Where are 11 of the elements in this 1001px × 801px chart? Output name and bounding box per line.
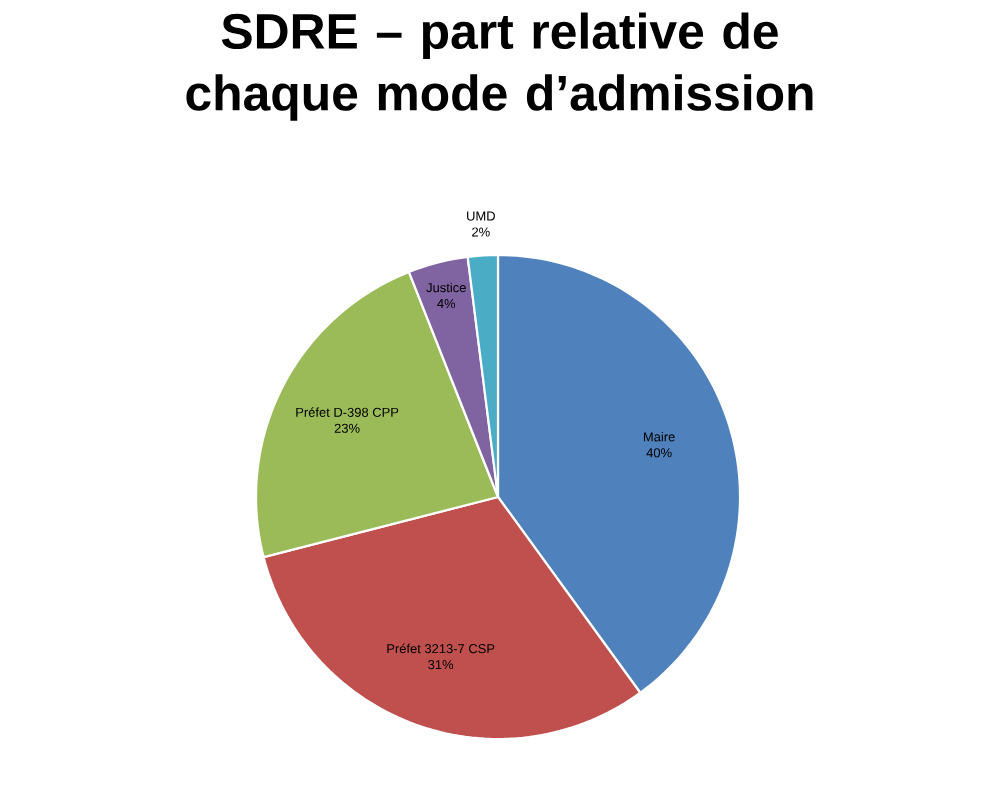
- data-label: 4%: [437, 299, 456, 309]
- slice-label: Préfet 3213-7 CSP: [387, 643, 495, 654]
- data-label: 40%: [646, 448, 672, 458]
- slice-label: Maire: [643, 431, 675, 442]
- slice-label: UMD: [467, 211, 495, 221]
- data-label: 23%: [334, 423, 360, 433]
- slice-label: Justice: [426, 282, 466, 293]
- data-label: 2%: [472, 227, 490, 237]
- chart-title: SDRE – part relative de chaque mode d’admission: [186, 12, 813, 121]
- slice-label: Préfet D-398 CPP: [296, 407, 399, 417]
- data-label: 31%: [428, 659, 454, 670]
